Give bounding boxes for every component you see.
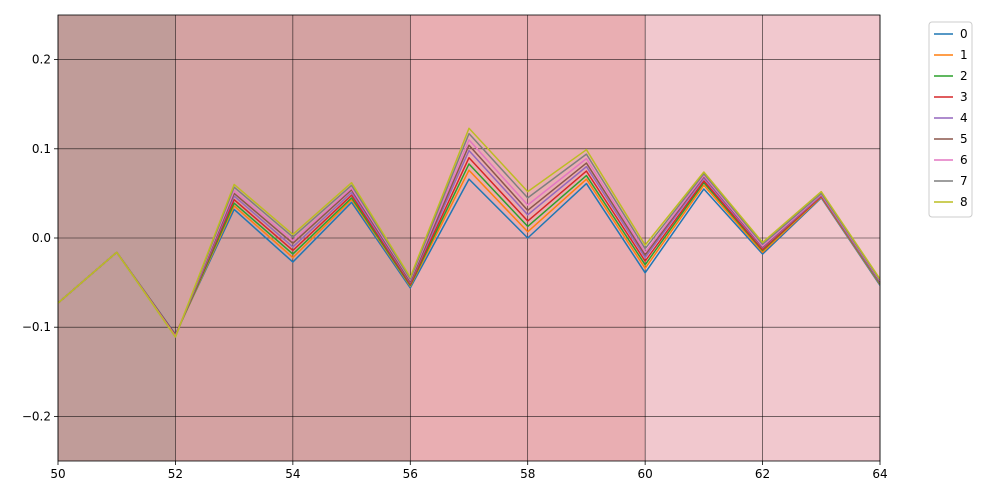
y-tick-label-2: 0.0 bbox=[32, 231, 51, 245]
legend-label-0: 0 bbox=[960, 27, 968, 41]
y-tick-label-1: −0.1 bbox=[22, 320, 51, 334]
legend-label-2: 2 bbox=[960, 69, 968, 83]
x-tick-label-4: 58 bbox=[520, 467, 535, 481]
legend-label-6: 6 bbox=[960, 153, 968, 167]
x-tick-label-6: 62 bbox=[755, 467, 770, 481]
legend-label-3: 3 bbox=[960, 90, 968, 104]
x-tick-label-5: 60 bbox=[638, 467, 653, 481]
y-tick-label-3: 0.1 bbox=[32, 142, 51, 156]
x-tick-label-1: 52 bbox=[168, 467, 183, 481]
x-tick-label-0: 50 bbox=[50, 467, 65, 481]
legend: 0 1 2 3 4 5 6 7 8 bbox=[928, 21, 973, 218]
legend-box bbox=[928, 21, 973, 218]
x-tick-label-2: 54 bbox=[285, 467, 300, 481]
x-tick-label-3: 56 bbox=[403, 467, 418, 481]
legend-label-7: 7 bbox=[960, 174, 968, 188]
x-tick-label-7: 64 bbox=[872, 467, 887, 481]
legend-label-5: 5 bbox=[960, 132, 968, 146]
legend-label-4: 4 bbox=[960, 111, 968, 125]
y-tick-label-0: −0.2 bbox=[22, 409, 51, 423]
series-lines bbox=[57, 127, 881, 338]
y-tick-label-4: 0.2 bbox=[32, 53, 51, 67]
series-line-8 bbox=[57, 127, 881, 338]
legend-label-1: 1 bbox=[960, 48, 968, 62]
legend-label-8: 8 bbox=[960, 195, 968, 209]
axes: 50 52 54 56 58 60 62 64 −0.2 −0.1 0.0 0.1 0.2 bbox=[22, 14, 888, 481]
